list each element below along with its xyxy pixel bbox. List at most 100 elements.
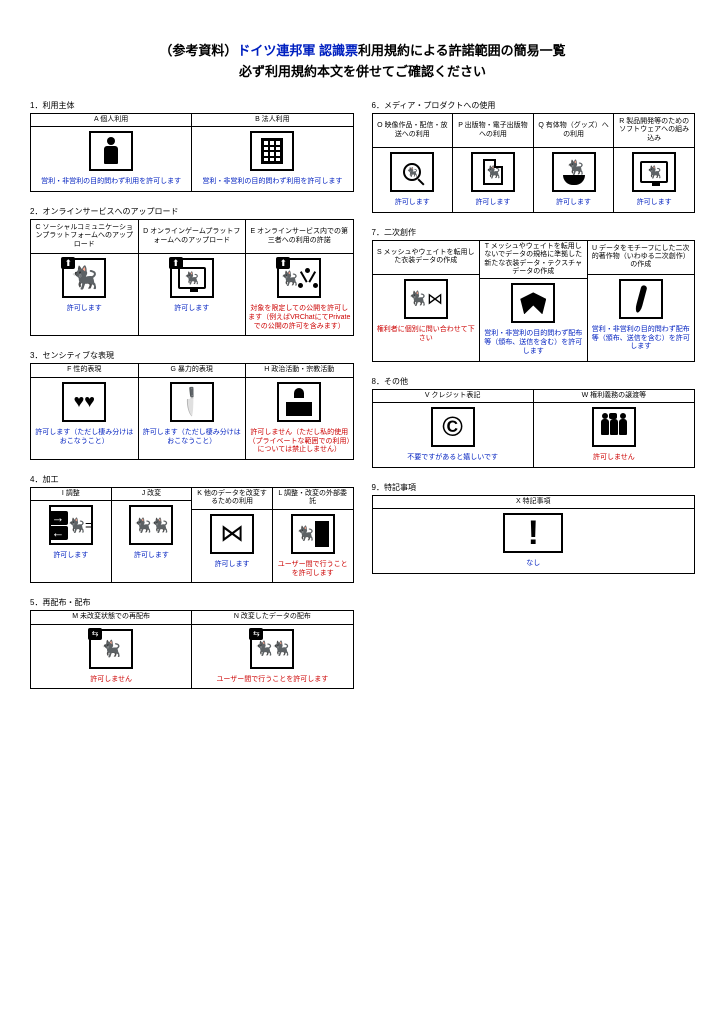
cell-label: V クレジット表記: [373, 390, 533, 403]
license-cell: F 性的表現♥♥許可します（ただし棲み分けはおこなうこと）: [31, 364, 139, 459]
cell-caption: 許可します: [453, 196, 533, 212]
cell-icon: [588, 275, 695, 323]
cell-caption: 許可します: [139, 302, 246, 318]
section: 7．二次創作 S メッシュやウェイトを転用した衣装データの作成🐈‍⬛⋈権利者に個別…: [372, 227, 696, 362]
cell-icon: 🐈‍⬛⋈: [373, 275, 480, 323]
cell-caption: 許可します: [192, 558, 272, 574]
section: 2．オンラインサービスへのアップロード C ソーシャルコミュニケーションプラットフ…: [30, 206, 354, 336]
column-left: 1．利用主体A 個人利用営利・非営利の目的問わず利用を許可しますB 法人利用営利…: [30, 100, 354, 703]
section-title: 3．センシティブな表現: [30, 350, 354, 361]
cell-label: Q 有体物（グッズ）への利用: [534, 114, 614, 148]
cell-label: O 映像作品・配信・放送への利用: [373, 114, 453, 148]
cell-label: P 出版物・電子出版物への利用: [453, 114, 533, 148]
cell-caption: 許可します: [534, 196, 614, 212]
cell-caption: 営利・非営利の目的問わず配布等（頒布、送信を含む）を許可します: [588, 323, 695, 356]
license-cell: G 暴力的表現🔪許可します（ただし棲み分けはおこなうこと）: [139, 364, 247, 459]
cell-label: G 暴力的表現: [139, 364, 246, 377]
license-cell: H 政治活動・宗教活動許可しません（ただし私的使用（プライベートな範囲での利用）…: [246, 364, 353, 459]
cell-label: J 改変: [112, 488, 192, 501]
content-columns: 1．利用主体A 個人利用営利・非営利の目的問わず利用を許可しますB 法人利用営利…: [30, 100, 695, 703]
cell-icon: ⋈: [192, 510, 272, 558]
cell-icon: 🐈‍⬛: [373, 148, 453, 196]
cell-icon: 🐈‍⬛: [273, 510, 353, 558]
cell-caption: 許可しません: [31, 673, 191, 689]
cell-icon: 🔪: [139, 378, 246, 426]
cell-label: D オンラインゲームプラットフォームへのアップロード: [139, 220, 246, 254]
cell-label: C ソーシャルコミュニケーションプラットフォームへのアップロード: [31, 220, 138, 254]
section-grid: M 未改変状態での再配布⇆🐈‍⬛許可しませんN 改変したデータの配布⇆🐈‍⬛🐈‍…: [30, 610, 354, 689]
license-cell: K 他のデータを改変するための利用⋈許可します: [192, 488, 273, 582]
cell-label: L 調整・改変の外部委託: [273, 488, 353, 510]
cell-icon: ⇆🐈‍⬛: [31, 625, 191, 673]
section-title: 8．その他: [372, 376, 696, 387]
cell-icon: 🐈‍⬛: [614, 148, 694, 196]
license-cell: B 法人利用営利・非営利の目的問わず利用を許可します: [192, 114, 352, 191]
license-cell: A 個人利用営利・非営利の目的問わず利用を許可します: [31, 114, 192, 191]
section-grid: V クレジット表記©不要ですがあると嬉しいですW 権利義務の譲渡等許可しません: [372, 389, 696, 468]
license-cell: S メッシュやウェイトを転用した衣装データの作成🐈‍⬛⋈権利者に個別に問い合わせ…: [373, 241, 481, 361]
section-grid: A 個人利用営利・非営利の目的問わず利用を許可しますB 法人利用営利・非営利の目…: [30, 113, 354, 192]
license-cell: T メッシュやウェイトを転用しないでデータの規格に準拠した新たな衣装データ・テク…: [480, 241, 588, 361]
cell-label: M 未改変状態での再配布: [31, 611, 191, 624]
cell-label: F 性的表現: [31, 364, 138, 377]
cell-label: T メッシュやウェイトを転用しないでデータの規格に準拠した新たな衣装データ・テク…: [480, 241, 587, 280]
cell-icon: ©: [373, 403, 533, 451]
cell-label: R 製品開発等のためのソフトウェアへの組み込み: [614, 114, 694, 148]
cell-icon: →←🐈‍⬛=: [31, 501, 111, 549]
cell-label: B 法人利用: [192, 114, 352, 127]
cell-caption: 許可します: [373, 196, 453, 212]
section-grid: I 調整→←🐈‍⬛=許可しますJ 改変🐈‍⬛🐈‍⬛許可しますK 他のデータを改変…: [30, 487, 354, 583]
cell-icon: ⬆🐈‍⬛: [31, 254, 138, 302]
cell-icon: ⬆🐈‍⬛: [246, 254, 353, 302]
license-cell: E オンラインサービス内での第三者への利用の許諾⬆🐈‍⬛対象を限定しての公開を許…: [246, 220, 353, 335]
section-title: 6．メディア・プロダクトへの使用: [372, 100, 696, 111]
license-cell: P 出版物・電子出版物への利用🐈‍⬛許可します: [453, 114, 534, 212]
cell-caption: 許可します（ただし棲み分けはおこなうこと）: [139, 426, 246, 451]
cell-label: U データをモチーフにした二次的著作物（いわゆる二次創作）の作成: [588, 241, 695, 275]
license-cell: D オンラインゲームプラットフォームへのアップロード⬆🐈‍⬛許可します: [139, 220, 247, 335]
section-grid: S メッシュやウェイトを転用した衣装データの作成🐈‍⬛⋈権利者に個別に問い合わせ…: [372, 240, 696, 362]
section: 4．加工I 調整→←🐈‍⬛=許可しますJ 改変🐈‍⬛🐈‍⬛許可しますK 他のデー…: [30, 474, 354, 583]
cell-icon: [192, 127, 352, 175]
cell-icon: ⬆🐈‍⬛: [139, 254, 246, 302]
license-cell: M 未改変状態での再配布⇆🐈‍⬛許可しません: [31, 611, 192, 688]
cell-label: A 個人利用: [31, 114, 191, 127]
header-link[interactable]: ドイツ連邦軍 認識票: [237, 43, 358, 58]
license-cell: J 改変🐈‍⬛🐈‍⬛許可します: [112, 488, 193, 582]
cell-icon: [246, 378, 353, 426]
cell-caption: 営利・非営利の目的問わず利用を許可します: [192, 175, 352, 191]
section-title: 7．二次創作: [372, 227, 696, 238]
cell-icon: 🐈‍⬛: [534, 148, 614, 196]
section: 6．メディア・プロダクトへの使用O 映像作品・配信・放送への利用🐈‍⬛許可します…: [372, 100, 696, 213]
section-title: 4．加工: [30, 474, 354, 485]
section: 5．再配布・配布M 未改変状態での再配布⇆🐈‍⬛許可しませんN 改変したデータの…: [30, 597, 354, 689]
license-cell: N 改変したデータの配布⇆🐈‍⬛🐈‍⬛ユーザー間で行うことを許可します: [192, 611, 352, 688]
header-suffix: 利用規約による許諾範囲の簡易一覧: [358, 43, 566, 58]
cell-label: X 特記事項: [373, 496, 695, 509]
cell-label: H 政治活動・宗教活動: [246, 364, 353, 377]
cell-label: S メッシュやウェイトを転用した衣装データの作成: [373, 241, 480, 275]
section-title: 2．オンラインサービスへのアップロード: [30, 206, 354, 217]
cell-icon: 🐈‍⬛: [453, 148, 533, 196]
cell-icon: 🐈‍⬛🐈‍⬛: [112, 501, 192, 549]
license-cell: I 調整→←🐈‍⬛=許可します: [31, 488, 112, 582]
header-prefix: （参考資料）: [159, 43, 237, 58]
cell-label: N 改変したデータの配布: [192, 611, 352, 624]
section-title: 1．利用主体: [30, 100, 354, 111]
column-right: 6．メディア・プロダクトへの使用O 映像作品・配信・放送への利用🐈‍⬛許可します…: [372, 100, 696, 703]
cell-caption: ユーザー間で行うことを許可します: [192, 673, 352, 689]
license-cell: R 製品開発等のためのソフトウェアへの組み込み🐈‍⬛許可します: [614, 114, 694, 212]
section-grid: C ソーシャルコミュニケーションプラットフォームへのアップロード⬆🐈‍⬛許可しま…: [30, 219, 354, 336]
license-cell: C ソーシャルコミュニケーションプラットフォームへのアップロード⬆🐈‍⬛許可しま…: [31, 220, 139, 335]
section-grid: F 性的表現♥♥許可します（ただし棲み分けはおこなうこと）G 暴力的表現🔪許可し…: [30, 363, 354, 460]
header-line1: （参考資料）ドイツ連邦軍 認識票利用規約による許諾範囲の簡易一覧: [30, 40, 695, 59]
cell-caption: 対象を限定しての公開を許可します（例えばVRChatにてPrivateでの公開の…: [246, 302, 353, 335]
cell-icon: ⇆🐈‍⬛🐈‍⬛: [192, 625, 352, 673]
license-cell: W 権利義務の譲渡等許可しません: [534, 390, 694, 467]
license-cell: O 映像作品・配信・放送への利用🐈‍⬛許可します: [373, 114, 454, 212]
cell-label: I 調整: [31, 488, 111, 501]
cell-label: E オンラインサービス内での第三者への利用の許諾: [246, 220, 353, 254]
header-line2: 必ず利用規約本文を併せてご確認ください: [30, 61, 695, 80]
section-title: 5．再配布・配布: [30, 597, 354, 608]
license-cell: Q 有体物（グッズ）への利用🐈‍⬛許可します: [534, 114, 615, 212]
